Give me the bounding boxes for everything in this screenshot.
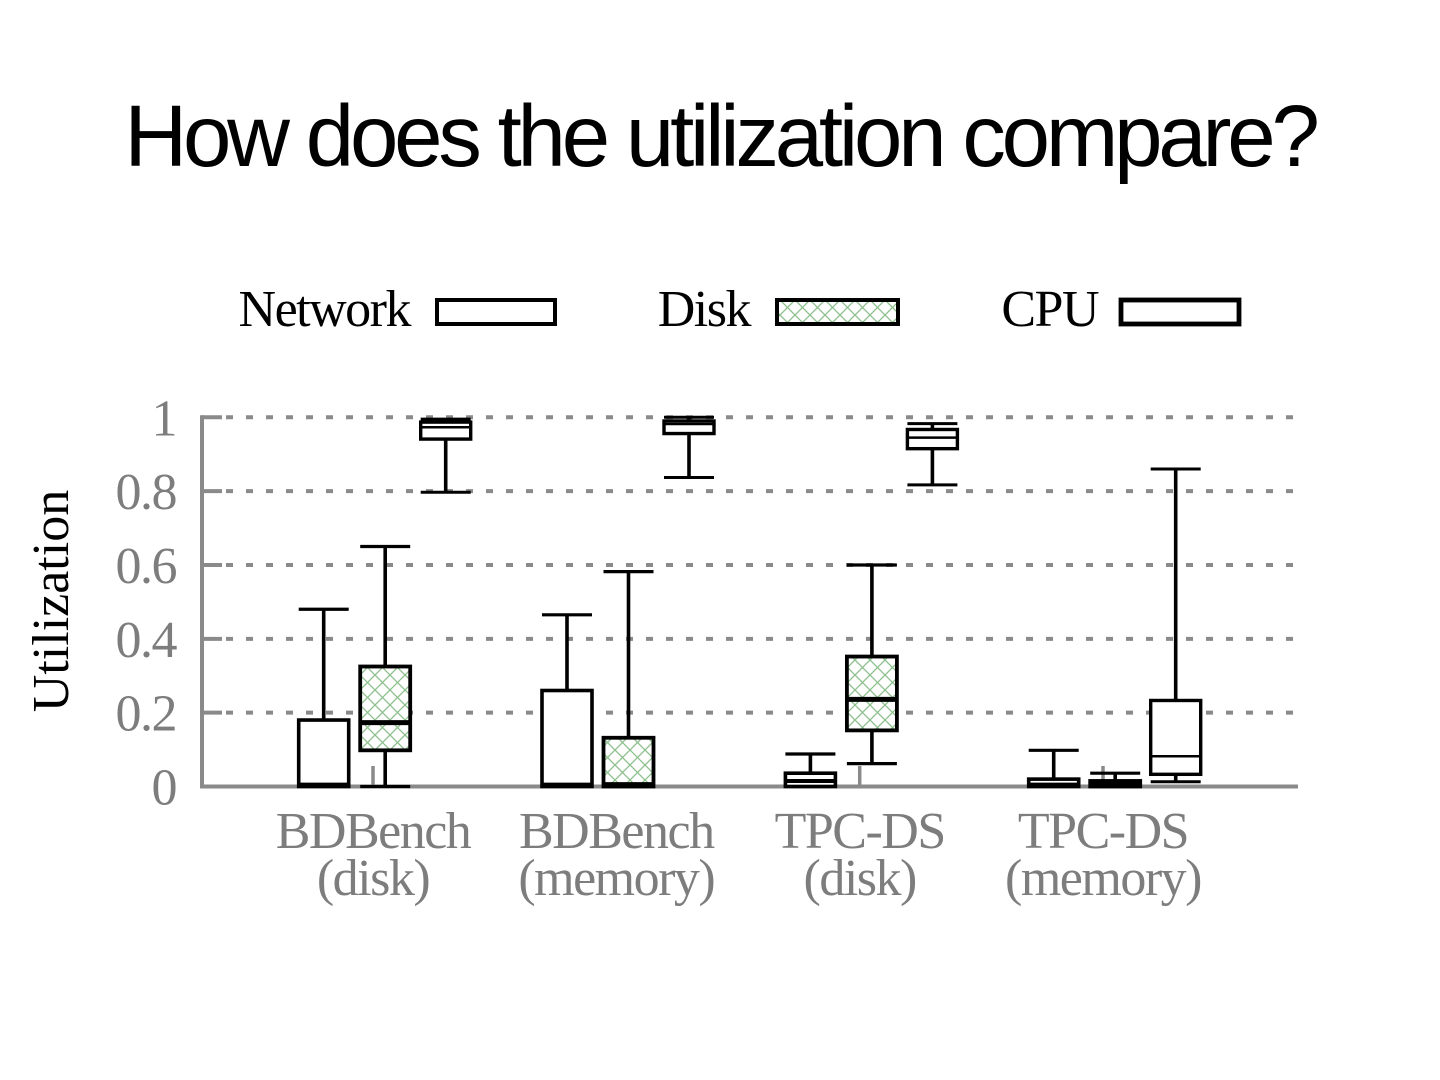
box-disk-2 xyxy=(601,570,656,789)
x-label-4-line1: TPC-DS xyxy=(1018,803,1188,860)
box-disk-1 xyxy=(358,544,413,789)
box-network-3 xyxy=(783,752,838,789)
box-cpu-4 xyxy=(1148,467,1203,784)
y-tick-label-0: 0 xyxy=(152,760,177,817)
y-tick-label-0.6: 0.6 xyxy=(116,538,177,595)
legend-label-cpu: CPU xyxy=(1001,281,1099,338)
box-disk-4 xyxy=(1088,771,1143,789)
y-axis-title: Utilization xyxy=(23,490,80,712)
boxes xyxy=(296,415,1203,789)
box-rect xyxy=(540,688,594,789)
box-rect xyxy=(358,664,413,753)
box-cpu-2 xyxy=(662,415,716,479)
box-network-1 xyxy=(296,607,351,789)
x-category-labels: BDBench(disk)BDBench(memory)TPC-DS(disk)… xyxy=(276,803,1203,907)
legend-swatch-cpu xyxy=(1118,297,1242,327)
axis-tick-labels: 0 0.2 0.4 0.6 0.8 1 xyxy=(116,390,180,817)
box-rect xyxy=(905,427,960,451)
legend-label-disk: Disk xyxy=(658,281,752,338)
y-tick-label-1: 1 xyxy=(152,390,177,447)
x-label-4-line2: (memory) xyxy=(1005,850,1201,907)
box-network-2 xyxy=(540,613,594,789)
box-rect xyxy=(419,420,473,441)
x-label-1-line1: BDBench xyxy=(276,803,472,860)
x-label-2-line2: (memory) xyxy=(518,850,714,907)
box-cpu-1 xyxy=(419,417,473,494)
x-label-1-line2: (disk) xyxy=(317,850,430,907)
x-label-3-line2: (disk) xyxy=(804,850,917,907)
chart-title: How does the utilization compare? xyxy=(124,88,1317,185)
box-cpu-3 xyxy=(905,422,960,487)
box-rect xyxy=(1148,698,1203,777)
legend-item-disk: Disk xyxy=(658,281,900,338)
legend-item-network: Network xyxy=(239,281,557,338)
legend-item-cpu: CPU xyxy=(1001,281,1242,338)
y-tick-label-0.2: 0.2 xyxy=(116,686,177,743)
legend-swatch-network xyxy=(435,298,557,326)
box-rect xyxy=(845,654,899,733)
legend-label-network: Network xyxy=(239,281,412,338)
box-rect xyxy=(296,718,351,789)
y-tick-label-0.8: 0.8 xyxy=(116,464,177,521)
box-network-4 xyxy=(1026,748,1081,789)
box-rect xyxy=(601,735,656,789)
legend-swatch-disk xyxy=(775,298,900,326)
legend: Network Disk CPU xyxy=(239,281,1242,338)
box-disk-3 xyxy=(845,563,899,766)
y-tick-label-0.4: 0.4 xyxy=(116,612,178,669)
x-label-3-line1: TPC-DS xyxy=(775,803,945,860)
x-label-2-line1: BDBench xyxy=(519,803,715,860)
